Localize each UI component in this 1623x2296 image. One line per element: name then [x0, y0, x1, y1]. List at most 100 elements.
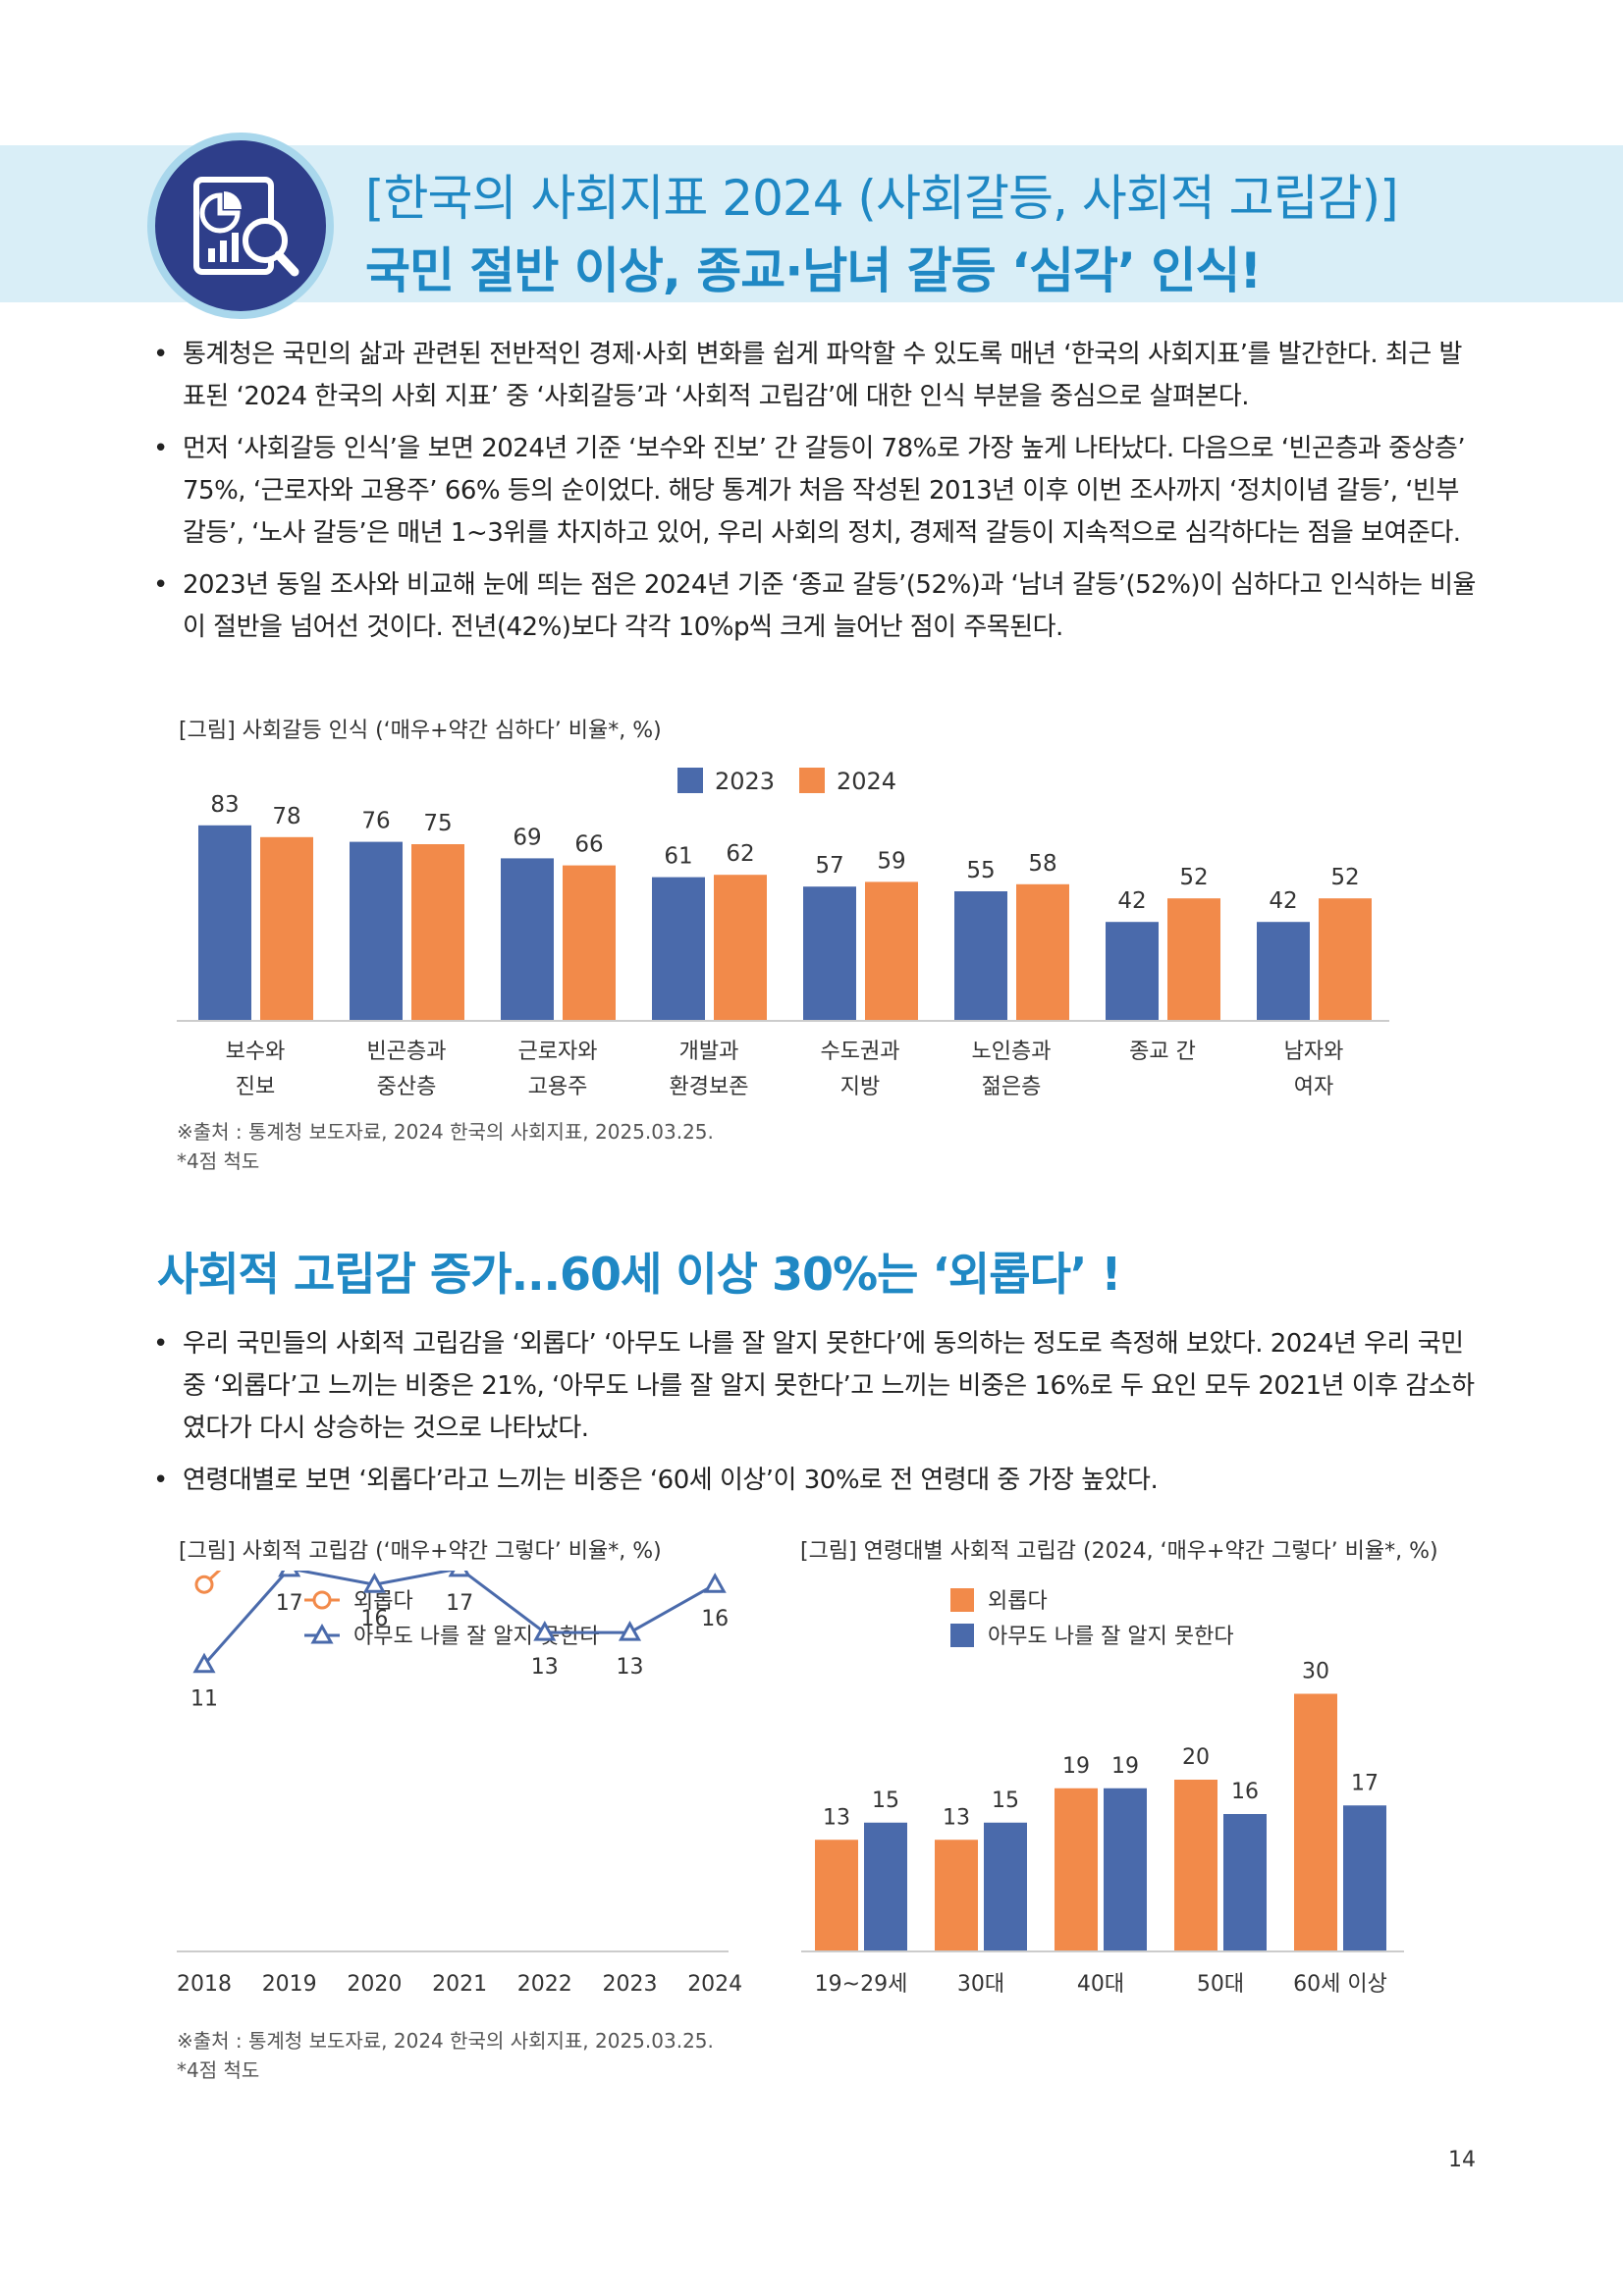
data-label: 16	[701, 1607, 729, 1631]
category-label: 노인층과	[972, 1040, 1052, 1064]
legend-marker	[312, 1590, 332, 1610]
x-tick-label: 2024	[687, 1972, 742, 1997]
figure2-title: [그림] 사회적 고립감 (‘매우+약간 그렇다’ 비율*, %)	[179, 1539, 662, 1564]
data-label: 17	[1351, 1771, 1379, 1795]
data-label: 78	[272, 804, 300, 829]
scale-note: *4점 척도	[177, 1149, 260, 1173]
series-line	[202, 1571, 716, 1666]
source-note: ※출처 : 통계청 보도자료, 2024 한국의 사회지표, 2025.03.2…	[177, 1120, 714, 1144]
data-label: 15	[872, 1789, 899, 1813]
header-title-line1: [한국의 사회지표 2024 (사회갈등, 사회적 고립감)]	[365, 170, 1399, 227]
legend-swatch	[799, 768, 825, 793]
bar	[501, 858, 554, 1021]
data-label: 19	[1062, 1754, 1090, 1779]
legend-label: 아무도 나를 잘 알지 못한다	[353, 1625, 600, 1649]
data-label: 30	[1302, 1660, 1329, 1684]
bullet-item: 2023년 동일 조사와 비교해 눈에 띄는 점은 2024년 기준 ‘종교 갈…	[147, 564, 1483, 649]
data-label: 52	[1179, 865, 1208, 890]
bar	[1343, 1805, 1386, 1951]
legend-label: 외롭다	[353, 1589, 413, 1614]
figure1-title: [그림] 사회갈등 인식 (‘매우+약간 심하다’ 비율*, %)	[179, 719, 662, 743]
data-label: 19	[1111, 1754, 1139, 1779]
x-tick-label: 2018	[177, 1972, 232, 1997]
bar	[1294, 1693, 1337, 1951]
category-label: 중산층	[377, 1075, 437, 1099]
legend-label: 2023	[715, 768, 775, 795]
bullet-item: 연령대별로 보면 ‘외롭다’라고 느끼는 비중은 ‘60세 이상’이 30%로 …	[147, 1460, 1483, 1502]
data-point	[448, 1571, 471, 1577]
section2-title: 사회적 고립감 증가...60세 이상 30%는 ‘외롭다’ !	[157, 1248, 1121, 1301]
legend-swatch	[950, 1588, 974, 1612]
category-label: 젊은층	[982, 1075, 1042, 1099]
category-label: 19~29세	[815, 1972, 908, 1997]
report-logo	[147, 133, 334, 319]
bar	[198, 825, 251, 1021]
bar	[815, 1840, 858, 1951]
data-label: 61	[664, 844, 692, 870]
legend-swatch	[677, 768, 703, 793]
section2-bullets: 우리 국민들의 사회적 고립감을 ‘외롭다’ ‘아무도 나를 잘 알지 못한다’…	[147, 1323, 1483, 1512]
data-label: 42	[1117, 888, 1146, 914]
data-point	[703, 1573, 727, 1593]
bar	[411, 844, 464, 1021]
category-label: 남자와	[1284, 1040, 1344, 1064]
data-point	[533, 1621, 557, 1641]
bar	[1257, 922, 1310, 1021]
data-label: 17	[276, 1591, 303, 1616]
data-label: 11	[190, 1687, 218, 1712]
category-label: 환경보존	[670, 1075, 749, 1099]
source-note: ※출처 : 통계청 보도자료, 2024 한국의 사회지표, 2025.03.2…	[177, 2029, 714, 2053]
data-point	[192, 1652, 216, 1674]
data-label: 75	[423, 811, 452, 836]
bar	[935, 1840, 978, 1951]
x-tick-label: 2020	[347, 1972, 402, 1997]
category-label: 60세 이상	[1293, 1972, 1387, 1997]
category-label: 종교 간	[1129, 1040, 1196, 1064]
bar	[1223, 1814, 1267, 1951]
data-label: 58	[1028, 851, 1056, 877]
bar	[864, 1822, 907, 1951]
category-label: 30대	[957, 1972, 1004, 1997]
data-label: 59	[877, 848, 905, 874]
category-label: 수도권과	[821, 1040, 900, 1064]
bar	[865, 881, 918, 1021]
bar	[1106, 922, 1159, 1021]
bar	[1174, 1780, 1217, 1951]
data-label: 16	[360, 1607, 388, 1631]
bar	[1016, 883, 1069, 1021]
bar	[1104, 1788, 1147, 1951]
figure1-notes: ※출처 : 통계청 보도자료, 2024 한국의 사회지표, 2025.03.2…	[177, 1117, 714, 1176]
data-label: 13	[823, 1805, 850, 1830]
bar	[984, 1822, 1027, 1951]
data-point	[278, 1571, 301, 1577]
category-label: 보수와	[226, 1040, 286, 1064]
data-label: 57	[815, 853, 843, 879]
data-label: 15	[992, 1789, 1019, 1813]
legend-label: 외롭다	[988, 1589, 1048, 1614]
legend-marker	[310, 1623, 334, 1644]
x-tick-label: 2021	[432, 1972, 487, 1997]
data-label: 42	[1269, 888, 1297, 914]
category-label: 고용주	[528, 1075, 588, 1099]
data-label: 13	[943, 1805, 970, 1830]
bar	[260, 836, 313, 1021]
section1-bullets: 통계청은 국민의 삶과 관련된 전반적인 경제·사회 변화를 쉽게 파악할 수 …	[147, 334, 1483, 659]
category-label: 빈곤층과	[367, 1040, 447, 1064]
bar	[563, 865, 616, 1021]
data-label: 62	[726, 841, 754, 867]
bullet-item: 통계청은 국민의 삶과 관련된 전반적인 경제·사회 변화를 쉽게 파악할 수 …	[147, 334, 1483, 418]
data-label: 17	[446, 1591, 473, 1616]
bar	[1319, 898, 1372, 1021]
data-label: 83	[210, 792, 239, 818]
legend-label: 아무도 나를 잘 알지 못한다	[988, 1625, 1234, 1649]
data-point	[194, 1575, 214, 1594]
data-label: 76	[361, 809, 390, 834]
category-label: 근로자와	[518, 1040, 598, 1064]
x-tick-label: 2019	[262, 1972, 317, 1997]
category-label: 50대	[1197, 1972, 1244, 1997]
data-point	[362, 1573, 386, 1593]
bullet-item: 먼저 ‘사회갈등 인식’을 보면 2024년 기준 ‘보수와 진보’ 간 갈등이…	[147, 428, 1483, 555]
category-label: 진보	[236, 1075, 275, 1099]
figure3-title: [그림] 연령대별 사회적 고립감 (2024, ‘매우+약간 그렇다’ 비율*…	[800, 1539, 1438, 1564]
